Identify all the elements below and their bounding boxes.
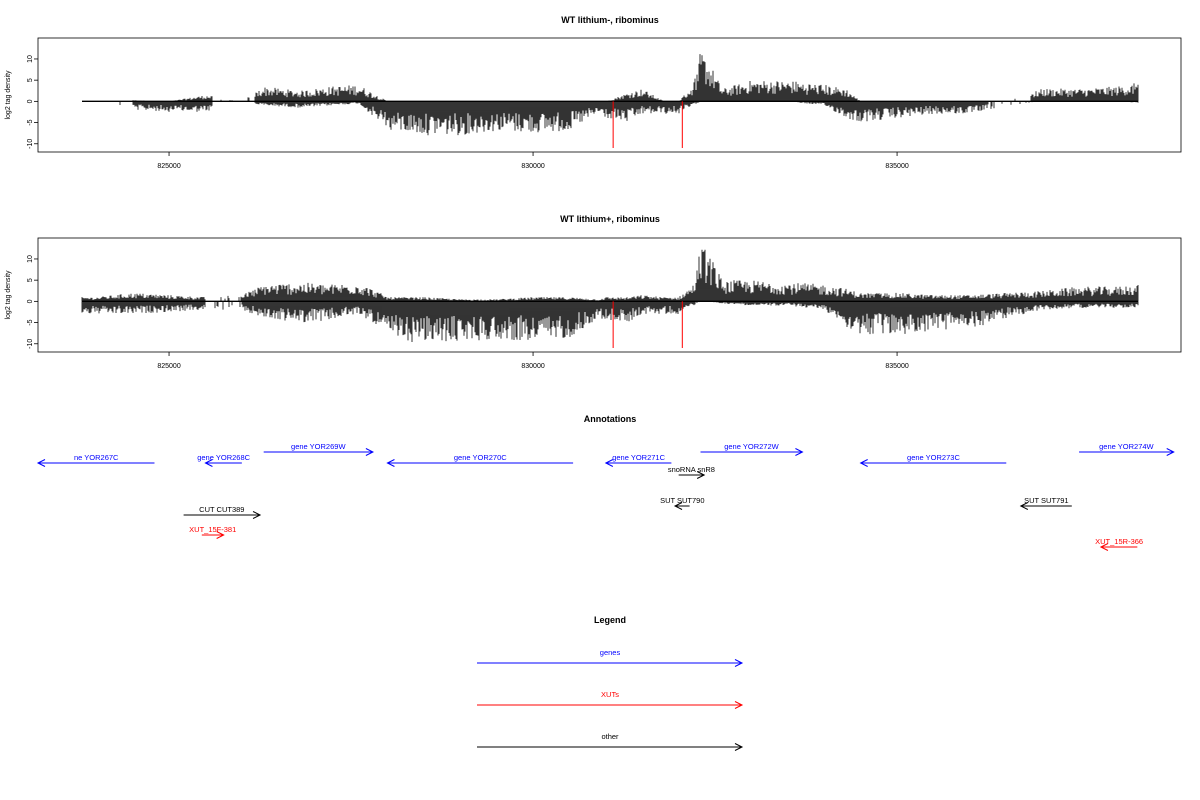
y-axis-label: log2 tag density: [5, 70, 12, 120]
panel-title: WT lithium-, ribominus: [561, 15, 659, 25]
annotation-feature: gene YOR270C: [386, 453, 574, 467]
signal-bars: [81, 249, 1139, 348]
y-tick-label: 0: [27, 299, 34, 303]
y-tick-label: 10: [27, 255, 34, 263]
feature-label: snoRNA snR8: [668, 465, 715, 474]
annotation-feature: gene YOR272W: [700, 442, 804, 456]
positive-strand-bars: [81, 249, 1139, 302]
feature-label: gene YOR270C: [454, 453, 507, 462]
x-tick-label: 825000: [157, 163, 180, 170]
feature-label: CUT CUT389: [199, 505, 244, 514]
legend-entry: genes: [477, 648, 744, 667]
feature-label: SUT SUT790: [660, 496, 704, 505]
legend-entry: XUTs: [477, 690, 744, 709]
legend-label: XUTs: [601, 690, 619, 699]
signal-bars: [82, 54, 1139, 148]
feature-arrowhead: [604, 459, 614, 467]
annotation-feature: CUT CUT389: [183, 505, 262, 519]
plot-frame: [37, 37, 1182, 153]
annotation-feature: SUT SUT790: [660, 496, 705, 510]
feature-label: gene YOR271C: [612, 453, 665, 462]
annotation-feature: XUT_15F-381: [189, 525, 236, 539]
annotation-feature: snoRNA snR8: [668, 465, 715, 479]
y-axis: -10 -5 0 5 10: [27, 55, 38, 149]
y-axis-label: log2 tag density: [5, 270, 12, 320]
feature-arrowhead: [1019, 502, 1029, 510]
feature-arrowhead: [673, 502, 683, 510]
annotations-track: Annotations ne YOR267C gene YOR268C gene Y…: [36, 414, 1175, 551]
feature-arrowhead: [36, 459, 46, 467]
feature-arrowhead: [204, 459, 213, 467]
positive-strand-bars: [132, 54, 1139, 102]
feature-arrowhead: [696, 471, 706, 479]
y-tick-label: -5: [27, 319, 34, 325]
y-tick-label: 5: [27, 278, 34, 282]
annotation-feature: gene YOR269W: [263, 442, 375, 456]
feature-label: SUT SUT791: [1024, 496, 1068, 505]
feature-arrowhead: [386, 459, 395, 467]
track-panel-lithium-plus: WT lithium+, ribominus log2 tag density …: [5, 214, 1182, 370]
feature-label: gene YOR269W: [291, 442, 346, 451]
annotation-feature: gene YOR274W: [1079, 442, 1175, 456]
feature-label: XUT_15F-381: [189, 525, 236, 534]
panel-title: WT lithium+, ribominus: [560, 214, 660, 224]
legend-arrowhead: [734, 659, 744, 667]
x-axis: 825000 830000 835000: [157, 352, 909, 370]
annotation-feature: ne YOR267C: [36, 453, 155, 467]
annotation-feature: SUT SUT791: [1019, 496, 1072, 510]
feature-label: ne YOR267C: [74, 453, 119, 462]
legend-entry: other: [477, 732, 744, 751]
x-tick-label: 835000: [885, 363, 908, 370]
legend-label: genes: [600, 648, 621, 657]
feature-arrowhead: [365, 448, 375, 456]
legend-arrowhead: [734, 701, 744, 709]
x-tick-label: 830000: [521, 163, 544, 170]
y-tick-label: -10: [27, 339, 34, 349]
annotations-title: Annotations: [584, 414, 637, 424]
y-tick-label: 10: [27, 55, 34, 63]
feature-arrowhead: [252, 511, 262, 519]
plot-frame: [37, 237, 1182, 353]
annotation-feature: gene YOR268C: [197, 453, 251, 467]
y-tick-label: -10: [27, 139, 34, 149]
y-tick-label: 0: [27, 99, 34, 103]
feature-arrowhead: [1166, 448, 1175, 456]
legend: Legend genes XUTs other: [477, 615, 744, 751]
x-tick-label: 825000: [157, 363, 180, 370]
annotation-feature: gene YOR271C: [604, 453, 672, 467]
x-tick-label: 835000: [885, 163, 908, 170]
legend-title: Legend: [594, 615, 626, 625]
x-tick-label: 830000: [521, 363, 544, 370]
feature-label: gene YOR274W: [1099, 442, 1154, 451]
annotation-feature: XUT_15R-366: [1095, 537, 1143, 551]
y-tick-label: 5: [27, 78, 34, 82]
feature-arrowhead: [859, 459, 868, 467]
feature-label: gene YOR272W: [724, 442, 779, 451]
y-tick-label: -5: [27, 119, 34, 125]
feature-label: gene YOR268C: [197, 453, 250, 462]
feature-arrowhead: [795, 448, 804, 456]
legend-label: other: [601, 732, 619, 741]
feature-label: gene YOR273C: [907, 453, 960, 462]
y-axis: -10 -5 0 5 10: [27, 255, 38, 349]
track-panel-lithium-minus: WT lithium-, ribominus log2 tag density …: [5, 15, 1182, 170]
negative-strand-bars: [119, 101, 1139, 136]
feature-arrowhead: [1099, 543, 1109, 551]
annotation-feature: gene YOR273C: [859, 453, 1007, 467]
legend-arrowhead: [734, 743, 744, 751]
feature-arrowhead: [216, 531, 225, 539]
feature-label: XUT_15R-366: [1095, 537, 1143, 546]
x-axis: 825000 830000 835000: [157, 152, 909, 170]
negative-strand-bars: [81, 301, 1139, 342]
